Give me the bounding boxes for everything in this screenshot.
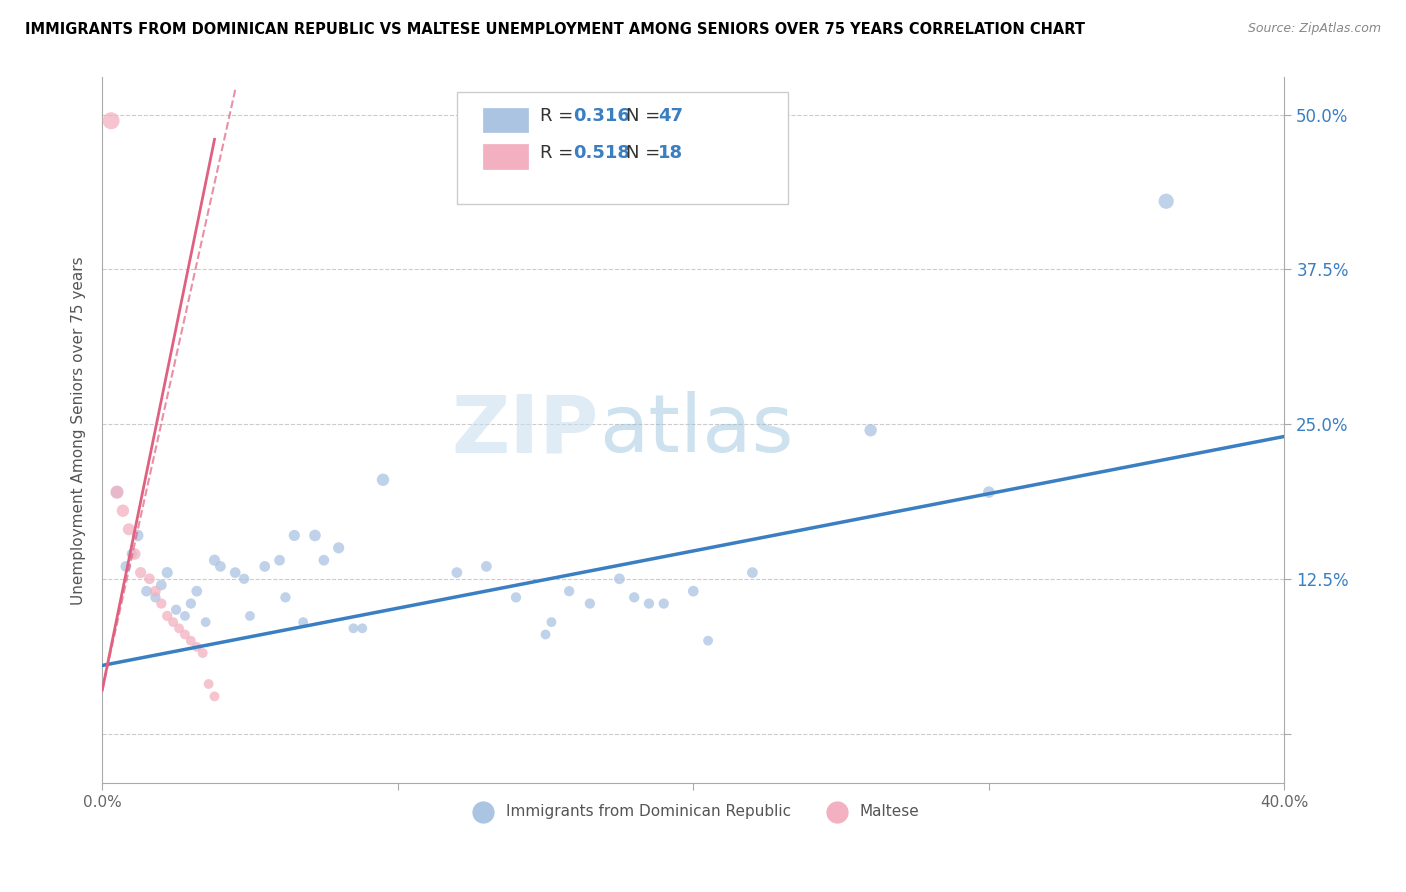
- Point: [165, 603, 187, 617]
- Point: [191, 646, 214, 660]
- Point: [209, 559, 232, 574]
- Point: [239, 608, 262, 623]
- Text: 18: 18: [658, 144, 683, 162]
- Point: [475, 559, 498, 574]
- Point: [540, 615, 562, 629]
- Point: [204, 553, 226, 567]
- Point: [312, 553, 335, 567]
- Point: [180, 633, 202, 648]
- Point: [253, 559, 276, 574]
- Point: [638, 597, 661, 611]
- Point: [859, 423, 882, 437]
- Point: [156, 608, 179, 623]
- Point: [186, 584, 208, 599]
- Point: [129, 566, 152, 580]
- Point: [233, 572, 256, 586]
- Point: [304, 528, 326, 542]
- Point: [174, 608, 197, 623]
- Text: 47: 47: [658, 107, 683, 125]
- Point: [623, 591, 645, 605]
- Point: [105, 485, 128, 500]
- Point: [505, 591, 527, 605]
- Point: [105, 485, 128, 500]
- Point: [162, 615, 184, 629]
- Text: IMMIGRANTS FROM DOMINICAN REPUBLIC VS MALTESE UNEMPLOYMENT AMONG SENIORS OVER 75: IMMIGRANTS FROM DOMINICAN REPUBLIC VS MA…: [25, 22, 1085, 37]
- Point: [1154, 194, 1177, 209]
- Point: [138, 572, 160, 586]
- Legend: Immigrants from Dominican Republic, Maltese: Immigrants from Dominican Republic, Malt…: [461, 797, 925, 825]
- Point: [283, 528, 305, 542]
- Point: [121, 547, 143, 561]
- Point: [145, 591, 167, 605]
- Text: N =: N =: [626, 107, 666, 125]
- Point: [204, 690, 226, 704]
- Point: [371, 473, 394, 487]
- Point: [118, 522, 141, 536]
- Text: R =: R =: [540, 107, 579, 125]
- Text: atlas: atlas: [599, 392, 793, 469]
- Point: [274, 591, 297, 605]
- Point: [150, 578, 173, 592]
- Point: [446, 566, 468, 580]
- Point: [292, 615, 315, 629]
- Text: 0.316: 0.316: [572, 107, 630, 125]
- Point: [977, 485, 1000, 500]
- Text: 0.518: 0.518: [572, 144, 630, 162]
- Point: [352, 621, 374, 635]
- FancyBboxPatch shape: [482, 145, 527, 169]
- Text: ZIP: ZIP: [451, 392, 599, 469]
- FancyBboxPatch shape: [482, 108, 527, 133]
- Point: [186, 640, 208, 654]
- Y-axis label: Unemployment Among Seniors over 75 years: Unemployment Among Seniors over 75 years: [72, 256, 86, 605]
- Point: [697, 633, 720, 648]
- Point: [328, 541, 350, 555]
- Point: [741, 566, 763, 580]
- Point: [135, 584, 157, 599]
- Point: [1392, 528, 1406, 542]
- Point: [100, 113, 122, 128]
- FancyBboxPatch shape: [457, 92, 787, 204]
- Point: [167, 621, 190, 635]
- Point: [127, 528, 149, 542]
- Point: [111, 504, 134, 518]
- Text: N =: N =: [626, 144, 666, 162]
- Point: [150, 597, 173, 611]
- Text: Source: ZipAtlas.com: Source: ZipAtlas.com: [1247, 22, 1381, 36]
- Text: R =: R =: [540, 144, 579, 162]
- Point: [682, 584, 704, 599]
- Point: [145, 584, 167, 599]
- Point: [174, 627, 197, 641]
- Point: [194, 615, 217, 629]
- Point: [342, 621, 364, 635]
- Point: [224, 566, 246, 580]
- Point: [180, 597, 202, 611]
- Point: [652, 597, 675, 611]
- Point: [534, 627, 557, 641]
- Point: [197, 677, 219, 691]
- Point: [156, 566, 179, 580]
- Point: [124, 547, 146, 561]
- Point: [269, 553, 291, 567]
- Point: [609, 572, 631, 586]
- Point: [558, 584, 581, 599]
- Point: [579, 597, 602, 611]
- Point: [115, 559, 138, 574]
